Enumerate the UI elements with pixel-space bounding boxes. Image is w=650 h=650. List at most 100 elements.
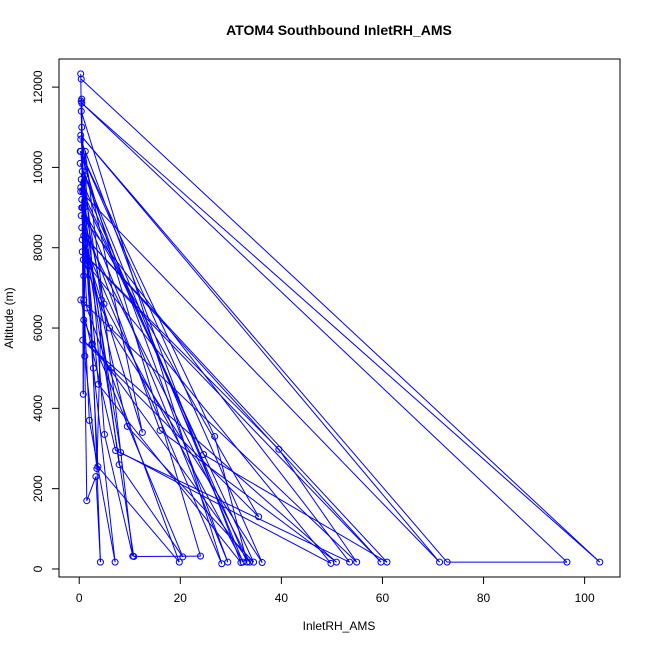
y-tick-label: 6000 bbox=[31, 314, 45, 341]
data-point bbox=[77, 296, 85, 304]
y-tick-label: 2000 bbox=[31, 475, 45, 502]
data-point bbox=[77, 75, 85, 83]
data-point bbox=[81, 147, 89, 155]
series-segment bbox=[120, 452, 332, 564]
series-segment bbox=[83, 319, 184, 558]
series-segment bbox=[81, 102, 568, 563]
series-segment bbox=[82, 259, 332, 564]
data-point bbox=[106, 324, 114, 332]
data-point bbox=[79, 390, 87, 398]
x-tick-label: 80 bbox=[477, 591, 491, 605]
data-point bbox=[130, 553, 138, 561]
series-segment bbox=[92, 368, 116, 563]
chart-title: ATOM4 Southbound InletRH_AMS bbox=[226, 22, 452, 38]
data-point bbox=[246, 558, 254, 566]
data-point bbox=[81, 352, 89, 360]
y-tick-label: 10000 bbox=[31, 150, 45, 184]
data-point bbox=[112, 447, 120, 455]
data-point bbox=[100, 430, 108, 438]
series-segment bbox=[91, 343, 250, 563]
data-point bbox=[77, 175, 85, 183]
data-point bbox=[211, 432, 219, 440]
series-segment bbox=[80, 179, 93, 345]
data-point bbox=[197, 552, 205, 560]
series-segment bbox=[118, 464, 184, 558]
data-point bbox=[89, 364, 97, 372]
data-point bbox=[80, 272, 88, 280]
series-segment bbox=[79, 151, 263, 563]
data-point bbox=[239, 558, 247, 566]
y-axis: 0 2000 4000 6000 8000 10000 12000 bbox=[31, 70, 60, 572]
x-tick-label: 0 bbox=[76, 591, 83, 605]
data-point bbox=[383, 558, 391, 566]
series-segment bbox=[80, 299, 358, 563]
x-tick-label: 60 bbox=[376, 591, 390, 605]
data-point bbox=[76, 159, 84, 167]
series-segment bbox=[81, 207, 260, 518]
data-point bbox=[77, 107, 85, 115]
x-tick-label: 100 bbox=[575, 591, 595, 605]
data-point bbox=[175, 558, 183, 566]
data-point bbox=[77, 70, 85, 78]
data-point bbox=[77, 135, 85, 143]
data-point bbox=[179, 553, 187, 561]
series-segment bbox=[115, 450, 350, 563]
series-segment bbox=[82, 259, 111, 329]
series-segment bbox=[80, 134, 448, 563]
series-segment bbox=[82, 339, 337, 563]
data-point bbox=[78, 123, 86, 131]
series-segment bbox=[81, 251, 382, 563]
data-point bbox=[353, 558, 361, 566]
data-point bbox=[275, 445, 283, 453]
data-point bbox=[79, 256, 87, 264]
data-point bbox=[443, 558, 451, 566]
data-point bbox=[80, 316, 88, 324]
data-point bbox=[78, 99, 86, 107]
data-point bbox=[77, 188, 85, 196]
y-tick-label: 4000 bbox=[31, 395, 45, 422]
y-axis-label: Altitude (m) bbox=[2, 287, 16, 348]
y-tick-label: 0 bbox=[31, 565, 45, 572]
data-point bbox=[156, 426, 164, 434]
series-segment bbox=[80, 191, 440, 563]
data-point bbox=[79, 336, 87, 344]
y-tick-label: 12000 bbox=[31, 70, 45, 104]
data-point bbox=[78, 236, 86, 244]
series-segment bbox=[80, 191, 204, 455]
data-point bbox=[78, 224, 86, 232]
series-segment bbox=[84, 356, 98, 469]
x-axis: 0 20 40 60 80 100 bbox=[76, 576, 595, 605]
series-segment bbox=[126, 426, 254, 563]
data-point bbox=[78, 196, 86, 204]
data-point bbox=[436, 558, 444, 566]
data-point bbox=[78, 204, 86, 212]
series-segment bbox=[88, 420, 116, 563]
data-point bbox=[76, 147, 84, 155]
data-point bbox=[563, 558, 571, 566]
data-point bbox=[138, 428, 146, 436]
data-point bbox=[224, 558, 232, 566]
data-point bbox=[85, 416, 93, 424]
series-segment bbox=[214, 436, 248, 563]
data-point bbox=[94, 463, 102, 471]
series-segment bbox=[79, 151, 216, 437]
data-point bbox=[243, 558, 251, 566]
data-point bbox=[80, 296, 88, 304]
series-segment bbox=[109, 327, 263, 563]
series-segment bbox=[81, 227, 128, 427]
data-point bbox=[92, 473, 100, 481]
series-segment bbox=[81, 251, 280, 450]
data-point bbox=[78, 167, 86, 175]
series-segment bbox=[103, 434, 134, 557]
series-segment bbox=[83, 235, 388, 563]
data-point bbox=[78, 248, 86, 256]
data-point bbox=[258, 559, 266, 567]
data-point bbox=[346, 558, 354, 566]
series-segment bbox=[85, 243, 135, 557]
series-segment bbox=[80, 134, 440, 563]
series-segment bbox=[80, 299, 117, 451]
data-point bbox=[83, 304, 91, 312]
data-point bbox=[83, 497, 91, 505]
data-point bbox=[96, 558, 104, 566]
series-segment bbox=[159, 430, 337, 563]
